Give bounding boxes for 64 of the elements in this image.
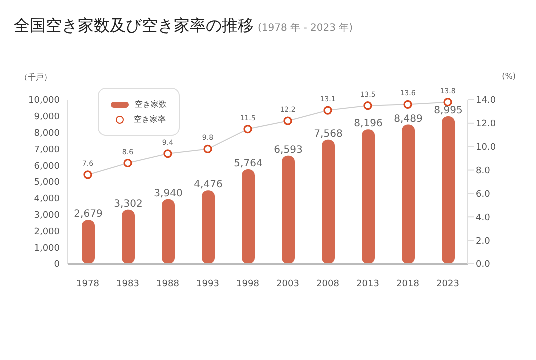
bar — [242, 169, 255, 264]
chart-subtitle: (1978 年 - 2023 年) — [258, 23, 354, 34]
x-tick-label: 1983 — [116, 279, 140, 290]
x-tick-label: 2013 — [356, 279, 380, 290]
x-tick-label: 1988 — [156, 279, 180, 290]
point — [404, 100, 412, 109]
x-tick-label: 1978 — [76, 279, 100, 290]
point — [284, 116, 292, 126]
bar — [202, 190, 215, 264]
bar — [82, 220, 95, 264]
x-tick-label: 2023 — [436, 279, 460, 290]
data-label: 8,196 — [354, 118, 383, 130]
data-label: 3,940 — [154, 188, 183, 200]
y-tick-label: 0 — [54, 260, 60, 270]
y-tick-label: 5,000 — [34, 178, 60, 188]
y-tick-label: 2,000 — [34, 227, 60, 238]
point — [364, 102, 372, 110]
y2-axis-title: (%) — [502, 72, 516, 81]
point — [324, 106, 332, 115]
bar — [162, 199, 175, 264]
x-tick-label: 2018 — [396, 279, 420, 290]
bar — [442, 116, 455, 264]
bar — [402, 124, 415, 264]
y-tick-label: 9,000 — [34, 112, 60, 123]
data-label: 8,489 — [394, 114, 423, 125]
legend-label: 空き家数 — [135, 99, 167, 110]
data-label: 6,593 — [274, 144, 303, 156]
y2-tick-label: 2.0 — [476, 236, 491, 247]
point — [244, 124, 252, 134]
y-tick-label: 8,000 — [34, 128, 60, 139]
y-tick-label: 10,000 — [28, 96, 60, 106]
data-label: 8,995 — [434, 105, 463, 116]
y2-tick-label: 4.0 — [476, 213, 491, 224]
point — [84, 170, 92, 180]
y2-tick-label: 6.0 — [476, 190, 491, 200]
point — [204, 144, 212, 154]
legend-label: 空き家率 — [134, 114, 166, 125]
data-label: 2,679 — [74, 209, 103, 220]
bar — [122, 210, 135, 264]
x-tick-label: 2003 — [276, 279, 300, 290]
y2-tick-label: 12.0 — [476, 120, 496, 130]
chart-title: 全国空き家数及び空き家率の推移 — [14, 16, 254, 35]
y-tick-label: 6,000 — [34, 162, 60, 172]
y2-tick-label: 0.0 — [476, 260, 491, 270]
y2-tick-label: 14.0 — [476, 96, 496, 106]
data-label: 4,476 — [194, 180, 223, 191]
y-tick-label: 4,000 — [34, 194, 60, 205]
x-tick-label: 1993 — [196, 279, 220, 290]
y-tick-label: 7,000 — [34, 145, 60, 156]
point — [164, 150, 172, 158]
y2-tick-label: 10.0 — [476, 143, 496, 154]
data-label: 7,568 — [314, 128, 343, 140]
bar — [362, 130, 375, 264]
y-axis-title: （千戸） — [20, 72, 52, 83]
y-tick-label: 1,000 — [34, 244, 60, 254]
data-label: 3,302 — [114, 198, 143, 210]
bar — [282, 156, 295, 264]
x-tick-label: 2008 — [316, 279, 340, 290]
y-tick-label: 3,000 — [34, 210, 60, 221]
y2-tick-label: 8.0 — [476, 166, 491, 176]
data-label: 5,764 — [234, 158, 263, 170]
point — [124, 158, 132, 168]
bar — [322, 140, 335, 264]
x-tick-label: 1998 — [236, 279, 260, 290]
